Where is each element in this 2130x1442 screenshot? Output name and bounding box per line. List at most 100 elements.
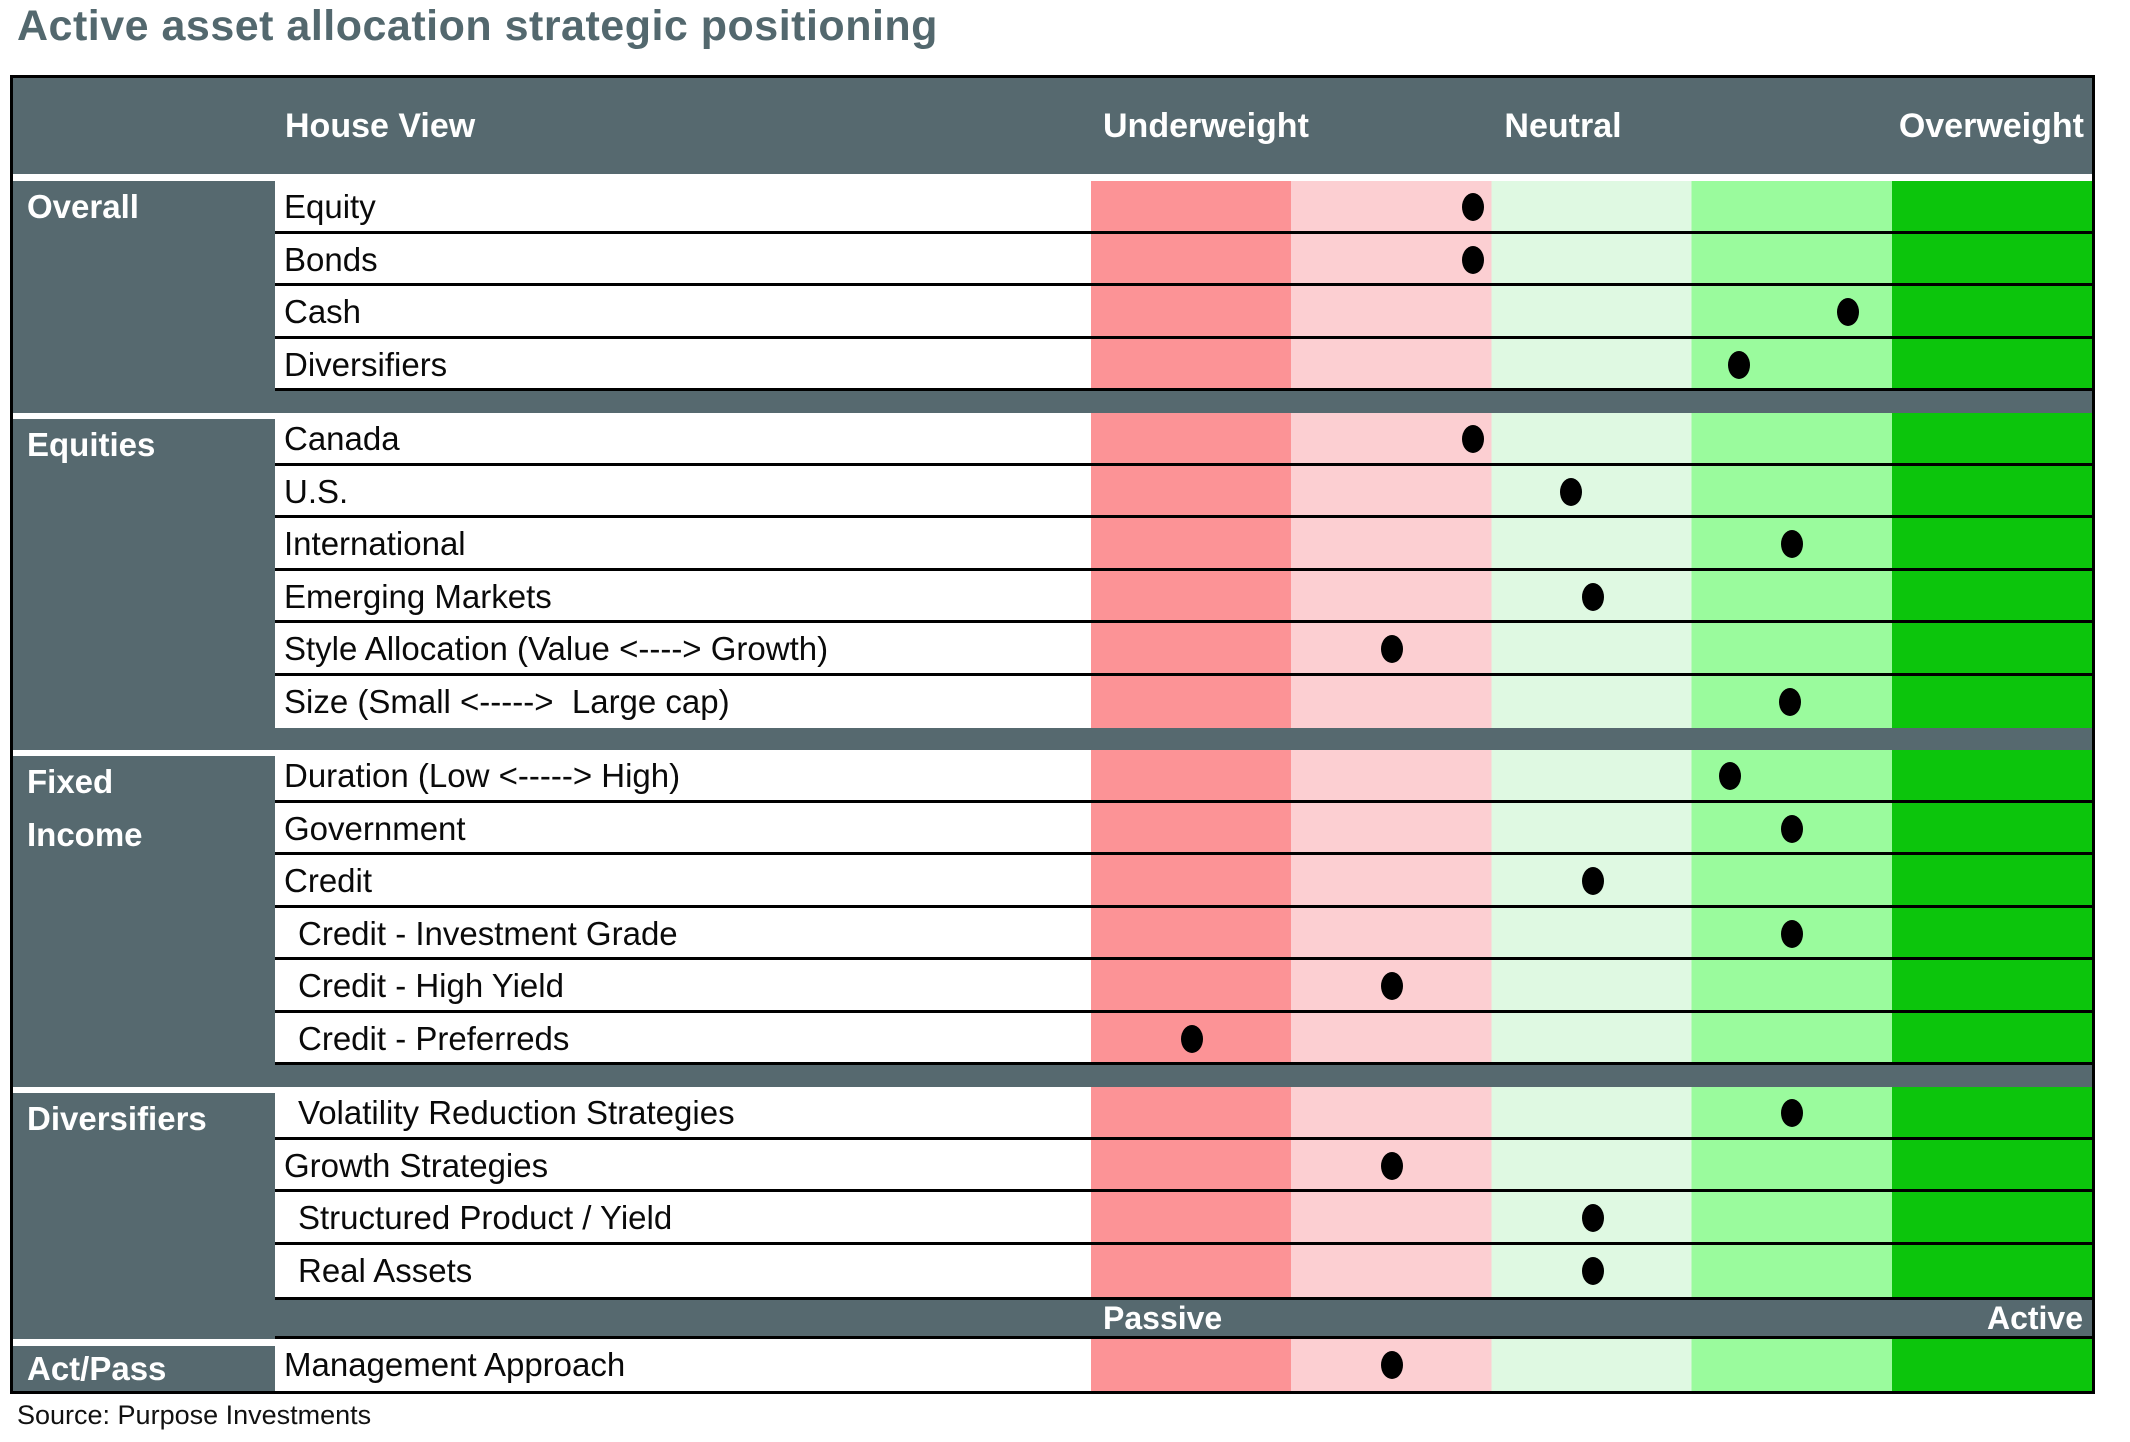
section-end-border-segment: [1691, 388, 1892, 391]
row-style-allocation-value-growth: Style Allocation (Value <----> Growth): [275, 623, 2092, 676]
section-separator-bar: [13, 391, 2092, 413]
positioning-table: House View Underweight Neutral Overweigh…: [10, 75, 2095, 1394]
position-dot: [1381, 1351, 1404, 1379]
scale-bands: [1091, 907, 2092, 960]
scale-bands: [1091, 465, 2092, 518]
row-u-s: U.S.: [275, 465, 2092, 518]
scale-bands: [1091, 286, 2092, 339]
scale-bands: [1091, 960, 2092, 1013]
scale-bands: [1091, 1012, 2092, 1065]
section-label-equities: Equities: [13, 419, 275, 728]
header-house-view: House View: [285, 107, 476, 145]
row-credit-high-yield: Credit - High Yield: [275, 960, 2092, 1013]
section-diversifiers: Diversifiers Volatility Reduction Strateg…: [13, 1087, 2092, 1297]
row-label: Credit - High Yield: [298, 967, 564, 1004]
section-equities: Equities Canada U.S. International Emerging …: [13, 413, 2092, 728]
position-dot: [1727, 350, 1750, 379]
row-credit: Credit: [275, 855, 2092, 908]
row-international: International: [275, 518, 2092, 571]
section-separator-bar: [13, 728, 2092, 750]
position-dot: [1462, 245, 1485, 274]
row-label: Growth Strategies: [284, 1146, 549, 1184]
position-dot: [1381, 972, 1404, 1001]
row-bonds: Bonds: [275, 233, 2092, 286]
scale-bands: [1091, 675, 2092, 728]
row-label: International: [284, 525, 466, 562]
position-dot: [1581, 582, 1604, 611]
row-label: Size (Small <-----> Large cap): [284, 682, 730, 720]
row-label: Structured Product / Yield: [298, 1199, 673, 1236]
row-label: Diversifiers: [284, 345, 448, 383]
scale-bands: [1091, 1139, 2092, 1192]
section-separator-bar: [13, 1065, 2092, 1087]
row-label: Canada: [284, 420, 400, 457]
position-dot: [1780, 530, 1803, 559]
scale-bands: [1091, 855, 2092, 908]
row-label: Equity: [284, 188, 376, 225]
row-label: Credit - Preferreds: [298, 1019, 570, 1057]
row-label: Cash: [284, 293, 362, 330]
row-credit-investment-grade: Credit - Investment Grade: [275, 907, 2092, 960]
header-overweight: Overweight: [1898, 107, 2084, 145]
row-cash: Cash: [275, 286, 2092, 339]
scale-bands: [1091, 233, 2092, 286]
scale-bands: [1091, 623, 2092, 676]
sections-container: Overall Equity Bonds Cash Diversifiers Equiti…: [13, 181, 2092, 1297]
position-dot: [1462, 425, 1485, 454]
scale-bands: [1091, 1244, 2092, 1297]
section-label-act-pass: Act/Pass: [13, 1346, 275, 1391]
position-dot: [1780, 814, 1803, 843]
position-dot: [1381, 1151, 1404, 1180]
position-dot: [1581, 867, 1604, 896]
table-header: House View Underweight Neutral Overweigh…: [13, 78, 2092, 174]
scale-bands: [1091, 413, 2092, 466]
row-volatility-reduction-strategies: Volatility Reduction Strategies: [275, 1087, 2092, 1140]
scale-bands: [1091, 750, 2092, 803]
passive-active-bar: Passive Active: [13, 1297, 2092, 1339]
active-label: Active: [1986, 1300, 2083, 1336]
row-label: Real Assets: [298, 1251, 473, 1289]
row-canada: Canada: [275, 413, 2092, 466]
row-label: Government: [284, 809, 466, 847]
section-body-act-pass: Management Approach: [275, 1339, 2092, 1391]
row-label: Management Approach: [284, 1346, 626, 1383]
section-rows: Duration (Low <-----> High) Government Cre…: [275, 750, 2092, 1065]
position-dot: [1581, 1256, 1604, 1285]
header-gap: [13, 174, 2092, 181]
section-rows: Volatility Reduction Strategies Growth St…: [275, 1087, 2092, 1297]
row-equity: Equity: [275, 181, 2092, 234]
section-fixed-income: Fixed Income Duration (Low <-----> High) G…: [13, 750, 2092, 1065]
passive-label: Passive: [1103, 1300, 1223, 1336]
page-title: Active asset allocation strategic positi…: [17, 2, 938, 50]
row-structured-product-yield: Structured Product / Yield: [275, 1192, 2092, 1245]
row-label: Credit - Investment Grade: [298, 914, 678, 952]
passive-active-top-border: [275, 1297, 2092, 1300]
row-diversifiers: Diversifiers: [275, 338, 2092, 391]
section-rows: Equity Bonds Cash Diversifiers: [275, 181, 2092, 391]
scale-bands: [1091, 1339, 2092, 1391]
row-label: Credit: [284, 862, 373, 899]
scale-bands: [1091, 570, 2092, 623]
position-dot: [1462, 193, 1485, 222]
source-note: Source: Purpose Investments: [17, 1400, 372, 1430]
scale-bands: [1091, 802, 2092, 855]
position-dot: [1780, 1099, 1803, 1128]
row-label: Bonds: [284, 240, 378, 278]
row-credit-preferreds: Credit - Preferreds: [275, 1012, 2092, 1065]
scale-bands: [1091, 1087, 2092, 1140]
position-dot: [1581, 1204, 1604, 1233]
row-government: Government: [275, 802, 2092, 855]
section-label-fixed-income: Fixed Income: [13, 756, 275, 1065]
section-act-pass: Act/Pass Management Approach: [13, 1339, 2092, 1391]
row-emerging-markets: Emerging Markets: [275, 570, 2092, 623]
passive-active-bottom-border: [275, 1336, 2092, 1339]
section-end-border-segment: [1291, 388, 1492, 391]
row-label: Style Allocation (Value <----> Growth): [284, 630, 829, 667]
section-end-border-segment: [1691, 1062, 1892, 1065]
section-end-border-segment: [1091, 1062, 1292, 1065]
row-label: Duration (Low <-----> High): [284, 757, 681, 794]
row-label: Emerging Markets: [284, 577, 552, 615]
row-label: U.S.: [284, 472, 349, 510]
position-dot: [1836, 298, 1859, 327]
